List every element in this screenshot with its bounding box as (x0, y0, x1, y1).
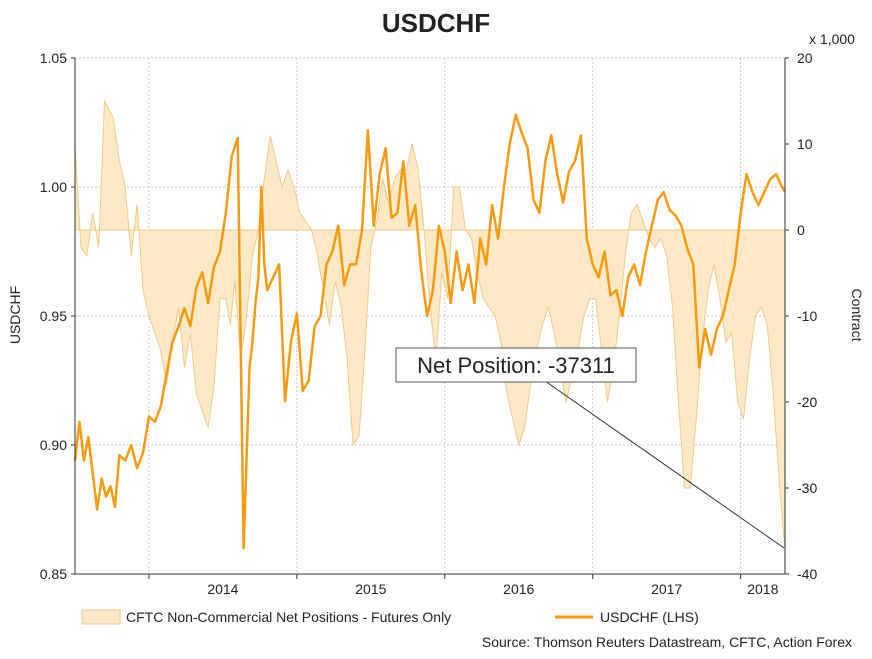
left-axis-title: USDCHF (7, 286, 23, 344)
y2-tick-label: 10 (797, 136, 813, 152)
right-axis-ticks: 20 10 0 -10 -20 -30 -40 (785, 50, 817, 582)
legend-line-label: USDCHF (LHS) (600, 609, 699, 625)
net-positions-area-layer (74, 99, 786, 551)
annotation-box (395, 347, 637, 383)
legend: CFTC Non-Commercial Net Positions - Futu… (81, 609, 699, 625)
x-tick-label: 2015 (355, 581, 386, 597)
annotation-text: Net Position: -37311 (417, 353, 615, 378)
y2-tick-label: -10 (797, 308, 817, 324)
usdchf-line-layer (73, 113, 787, 550)
annotation-leader-line (544, 380, 785, 549)
y2-tick-label: -20 (797, 394, 817, 410)
x-tick-label: 2018 (747, 581, 778, 597)
y-tick-label: 0.90 (40, 437, 67, 453)
y-tick-label: 1.00 (40, 179, 67, 195)
x-tick-label: 2014 (207, 581, 238, 597)
x-tick-label: 2016 (503, 581, 534, 597)
right-axis-multiplier: x 1,000 (809, 31, 855, 47)
x-tick-label: 2017 (651, 581, 682, 597)
y-tick-label: 0.95 (40, 308, 67, 324)
net-positions-area (74, 99, 786, 551)
y2-tick-label: 0 (797, 222, 805, 238)
annotation-callout: Net Position: -37311 (395, 347, 785, 549)
y2-tick-label: 20 (797, 50, 813, 66)
x-axis-ticks: 2014 2015 2016 2017 2018 (148, 574, 779, 597)
y2-tick-label: -40 (797, 566, 817, 582)
left-axis-ticks: 1.05 1.00 0.95 0.90 0.85 (40, 50, 75, 582)
y2-tick-label: -30 (797, 480, 817, 496)
usdchf-line (73, 113, 787, 550)
right-axis-title: Contract (849, 289, 865, 342)
legend-area-swatch (81, 609, 121, 625)
y-tick-label: 0.85 (40, 566, 67, 582)
y-tick-label: 1.05 (40, 50, 67, 66)
source-note: Source: Thomson Reuters Datastream, CFTC… (482, 634, 852, 650)
chart-title: USDCHF (382, 8, 490, 38)
legend-area-label: CFTC Non-Commercial Net Positions - Futu… (126, 609, 451, 625)
